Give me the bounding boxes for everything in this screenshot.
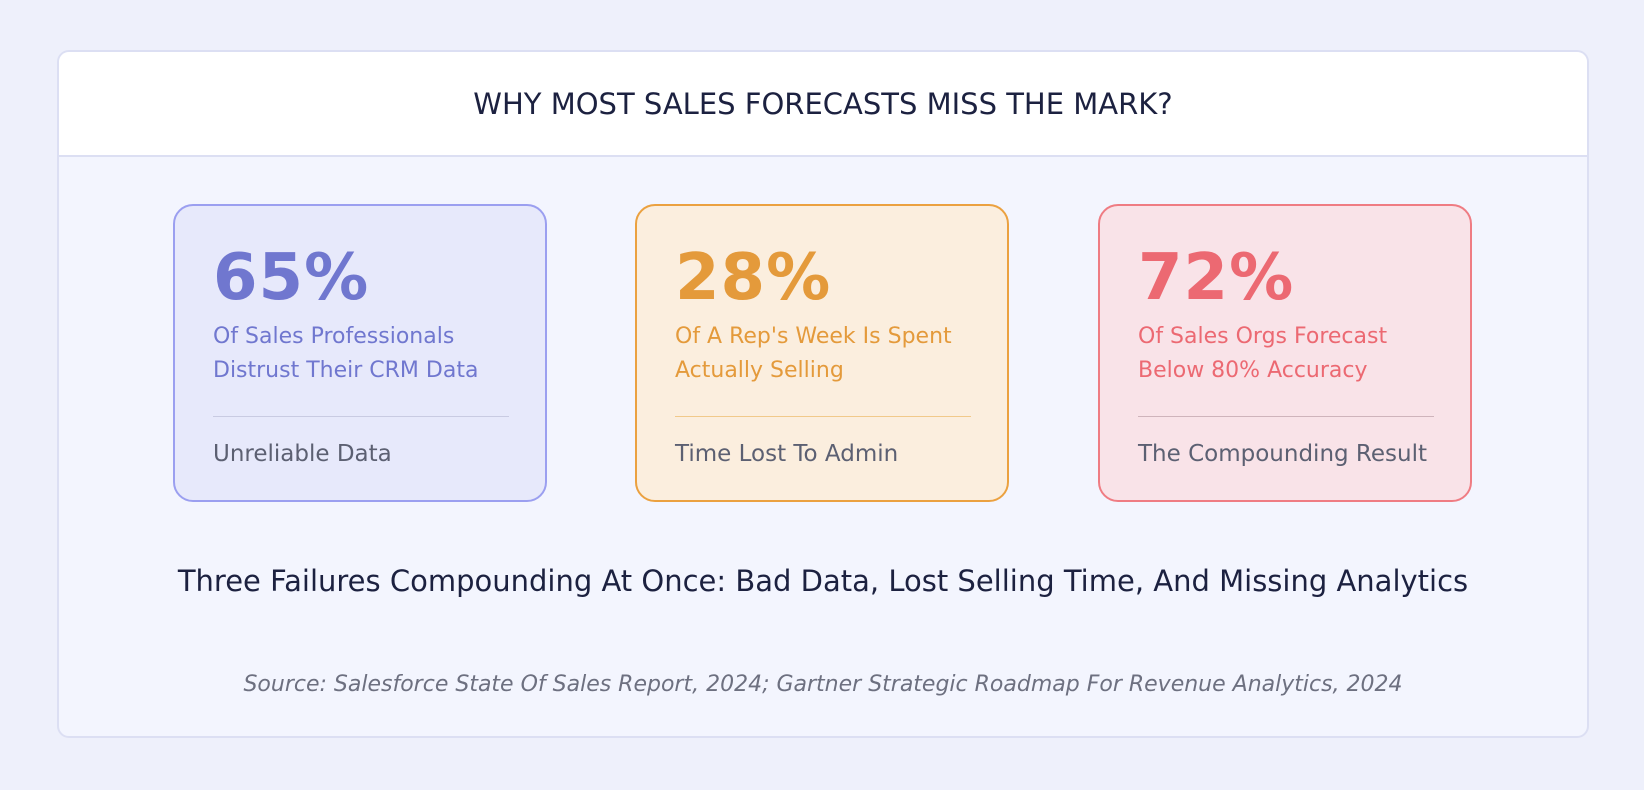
stat-value: 72% <box>1138 241 1295 315</box>
card-divider <box>1138 416 1434 417</box>
stat-label: The Compounding Result <box>1138 441 1427 467</box>
stat-description: Of Sales Orgs Forecast Below 80% Accurac… <box>1138 324 1388 383</box>
stat-card-compounding-result: 72% Of Sales Orgs Forecast Below 80% Acc… <box>1098 204 1472 502</box>
summary-text: Three Failures Compounding At Once: Bad … <box>177 564 1469 598</box>
stat-cards: 65% Of Sales Professionals Distrust Thei… <box>59 204 1587 504</box>
page-title: WHY MOST SALES FORECASTS MISS THE MARK? <box>473 86 1173 121</box>
stat-value: 28% <box>675 241 832 315</box>
stat-label: Unreliable Data <box>213 441 392 467</box>
infographic-panel: WHY MOST SALES FORECASTS MISS THE MARK? … <box>57 50 1589 738</box>
stat-value: 65% <box>213 241 370 315</box>
stat-label: Time Lost To Admin <box>675 441 899 467</box>
panel-header: WHY MOST SALES FORECASTS MISS THE MARK? <box>59 52 1587 157</box>
source-citation: Source: Salesforce State Of Sales Report… <box>243 672 1403 697</box>
stat-card-time-lost: 28% Of A Rep's Week Is Spent Actually Se… <box>635 204 1009 502</box>
stat-description: Of A Rep's Week Is Spent Actually Sellin… <box>675 324 952 383</box>
stat-card-unreliable-data: 65% Of Sales Professionals Distrust Thei… <box>173 204 547 502</box>
stat-description: Of Sales Professionals Distrust Their CR… <box>213 324 479 383</box>
card-divider <box>675 416 971 417</box>
card-divider <box>213 416 509 417</box>
